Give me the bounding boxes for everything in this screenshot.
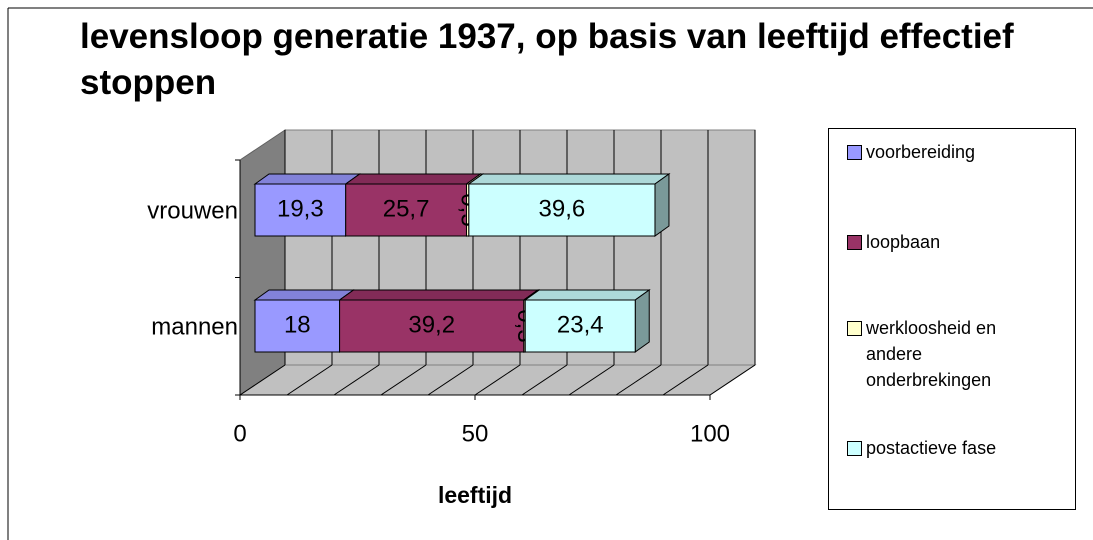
chart-title: levensloop generatie 1937, op basis van … xyxy=(80,17,1014,102)
legend-label: postactieve fase xyxy=(866,438,997,458)
legend-swatch xyxy=(847,441,862,456)
legend-label: werkloosheid en andere onderbrekingen xyxy=(866,318,997,390)
data-label: 19,3 xyxy=(277,195,324,222)
side-wall xyxy=(239,129,286,396)
floor-grid-line xyxy=(568,364,615,396)
x-tick-label: 100 xyxy=(690,420,730,447)
legend-swatch xyxy=(847,235,862,250)
floor-grid-line xyxy=(380,364,427,396)
floor-grid-line xyxy=(333,364,380,396)
data-label: 18 xyxy=(284,311,311,338)
x-axis-title: leeftijd xyxy=(438,482,512,508)
legend-item: voorbereiding xyxy=(847,139,1056,165)
legend-label: loopbaan xyxy=(866,232,941,252)
floor-grid-line xyxy=(662,364,709,396)
x-tick-label: 0 xyxy=(233,420,246,447)
bar-top xyxy=(338,289,540,301)
floor-grid-line xyxy=(427,364,474,396)
bar xyxy=(524,299,636,353)
bar-side xyxy=(634,289,650,353)
bar-top xyxy=(467,173,671,185)
data-label: 39,2 xyxy=(408,311,455,338)
bar-top xyxy=(253,173,362,185)
legend-swatch xyxy=(847,321,862,336)
floor-grid-line xyxy=(286,364,333,396)
bar xyxy=(254,183,347,237)
floor-grid-line xyxy=(709,364,756,396)
legend-item: werkloosheid en andere onderbrekingen xyxy=(847,315,1016,393)
bar-top xyxy=(344,173,483,185)
bar xyxy=(345,183,467,237)
legend-swatch xyxy=(847,145,862,160)
floor-grid-line xyxy=(474,364,521,396)
bar-side xyxy=(654,173,670,237)
legend-label: voorbereiding xyxy=(866,142,976,162)
data-label: 39,6 xyxy=(539,195,586,222)
bar xyxy=(254,299,341,353)
x-tick-label: 50 xyxy=(462,420,489,447)
y-tick-label: vrouwen xyxy=(147,197,238,224)
legend-item: postactieve fase xyxy=(847,435,1056,461)
floor-grid-line xyxy=(521,364,568,396)
floor-grid-line xyxy=(615,364,662,396)
legend-item: loopbaan xyxy=(847,229,1056,255)
legend: voorbereiding loopbaan werkloosheid en and… xyxy=(828,128,1076,510)
bar xyxy=(339,299,525,353)
bar-top xyxy=(253,289,356,301)
data-label: 23,4 xyxy=(557,311,604,338)
y-tick-label: mannen xyxy=(151,313,238,340)
floor-grid-line xyxy=(239,364,286,396)
data-label: 25,7 xyxy=(383,195,430,222)
bar xyxy=(468,183,656,237)
bar-top xyxy=(523,289,651,301)
